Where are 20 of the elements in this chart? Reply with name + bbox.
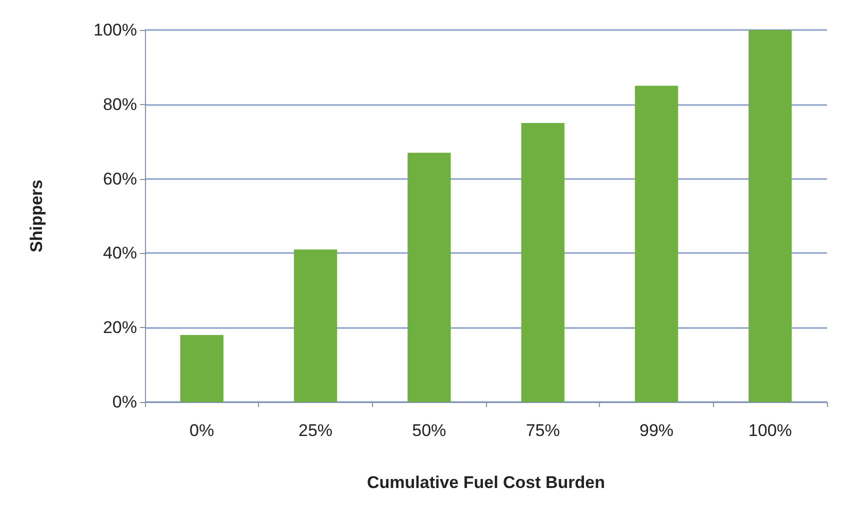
x-tick-label: 50% [412,421,446,440]
bar [180,335,224,402]
bar [748,30,792,402]
y-tick-label: 40% [102,244,137,263]
bar [634,86,678,402]
y-tick-label: 80% [102,94,137,114]
y-tick-label: 60% [102,169,137,188]
y-tick-label: 100% [94,20,137,40]
x-axis-title: Cumulative Fuel Cost Burden [366,473,606,492]
x-tick-label: 75% [526,421,560,440]
y-tick-label: 0% [112,392,137,412]
bar [521,123,564,402]
x-tick-label: 100% [748,421,792,440]
y-axis-title: Shippers [27,180,46,252]
bar [408,152,451,402]
x-tick-label: 99% [639,421,674,440]
x-tick-label: 0% [190,421,214,440]
bar [294,249,338,402]
x-tick-label: 25% [298,421,333,440]
y-tick-label: 20% [102,318,137,338]
